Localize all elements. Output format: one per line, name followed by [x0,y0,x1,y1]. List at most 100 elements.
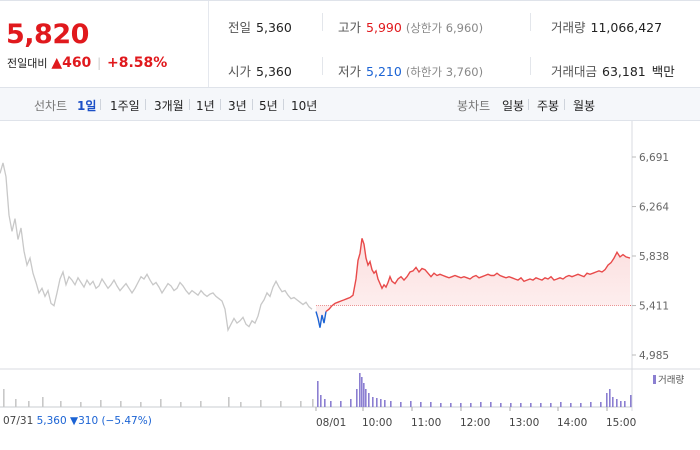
y-tick-label: 6,264 [639,202,669,214]
candle-monthly[interactable]: 월봉 [573,99,596,113]
volume-bar [624,401,626,407]
divider [564,99,565,110]
volume-bar [356,389,358,407]
divider [322,13,323,31]
divider: | [97,56,102,70]
volume-bar [430,402,432,407]
volume-bar [410,401,412,407]
volume-bar [560,402,562,407]
volume-bar [480,402,482,407]
period-10y[interactable]: 10년 [291,99,318,113]
change-percent: +8.58% [107,55,168,71]
volume-bar [510,403,512,407]
volume-bar [580,403,582,407]
period-3m[interactable]: 3개월 [154,99,184,113]
x-tick-label: 11:00 [411,417,441,429]
volume-bar [570,403,572,407]
volume-bar [228,397,230,407]
volume-bar [600,402,602,407]
volume-bar [363,383,365,407]
period-3y[interactable]: 3년 [228,99,247,113]
divider [220,99,221,110]
volume-legend-label: 거래량 [658,375,685,386]
quote-panel: 5,820 전일대비 ▲460 | +8.58% 전일 5,360 고가 5,990… [0,0,700,88]
volume-bar [606,393,608,407]
volume-bar [372,397,374,407]
volume-bar [550,403,552,407]
divider [530,13,531,31]
volume-bar [320,395,322,407]
volume-bar [312,399,314,407]
stat-amount: 거래대금 63,181 백만 [551,64,675,79]
prev-day-change: 5,360 ▼310 (−5.47%) [36,415,152,427]
volume-bar [60,401,62,407]
current-price: 5,820 [6,19,89,50]
period-toolbar: 선차트 1일 1주일 3개월 1년 3년 5년 10년 봉차트 일봉 주봉 월봉 [0,88,700,121]
volume-bar [460,403,462,407]
volume-bar [630,395,632,407]
period-1w[interactable]: 1주일 [110,99,140,113]
volume-bar [620,401,622,407]
volume-bar [500,403,502,407]
line-chart-label: 선차트 [34,99,68,113]
volume-bar [280,401,282,407]
volume-bar [359,373,361,407]
stat-prev-close: 전일 5,360 [228,20,292,35]
series-line-prev-day [0,162,313,333]
volume-bar [490,402,492,407]
volume-bar [80,402,82,407]
change-amount: ▲460 [51,55,92,71]
volume-bar [160,399,162,407]
divider [528,99,529,110]
x-tick-label: 08/01 [316,417,346,429]
volume-legend: 거래량 [653,372,684,386]
volume-bar [520,403,522,407]
volume-bar [420,402,422,407]
divider [530,57,531,75]
volume-bar [317,381,319,407]
volume-bar [100,400,102,407]
volume-swatch-icon [653,375,656,384]
volume-bar [361,377,363,407]
y-tick-label: 5,838 [639,251,669,263]
divider [322,57,323,75]
volume-bar [590,402,592,407]
series-lines [0,162,631,333]
candle-weekly[interactable]: 주봉 [537,99,560,113]
period-5y[interactable]: 5년 [259,99,278,113]
volume-bar [330,401,332,407]
x-tick-label: 10:00 [362,417,392,429]
volume-bar [42,397,44,407]
divider [283,99,284,110]
volume-bar [368,393,370,407]
volume-bar [140,402,142,407]
volume-bar [3,389,5,407]
volume-bar [260,400,262,407]
volume-bar [450,403,452,407]
volume-bar [540,403,542,407]
change-label: 전일대비 [7,57,48,70]
volume-bar [350,399,352,407]
area-fill [316,238,630,328]
today-area [316,238,630,328]
candle-daily[interactable]: 일봉 [502,99,525,113]
volume-bar [400,402,402,407]
volume-bar [530,403,532,407]
volume-bar [365,389,367,407]
volume-bar [120,401,122,407]
volume-bar [240,402,242,407]
volume-bar [440,403,442,407]
divider [252,99,253,110]
volume-bar [340,401,342,407]
volume-bar [200,401,202,407]
volume-bar [376,398,378,407]
x-tick-label: 12:00 [460,417,490,429]
volume-bar [612,397,614,407]
x-axis: 08/01 10:00 11:00 12:00 13:00 14:00 15:00 [316,417,636,429]
period-1d[interactable]: 1일 [77,99,97,113]
volume-bar [380,399,382,407]
price-chart: 6,691 6,264 5,838 5,411 4,985 08/01 10:00 11:0… [0,121,700,429]
period-1y[interactable]: 1년 [196,99,215,113]
grid [0,121,700,411]
volume-bar [609,389,611,407]
